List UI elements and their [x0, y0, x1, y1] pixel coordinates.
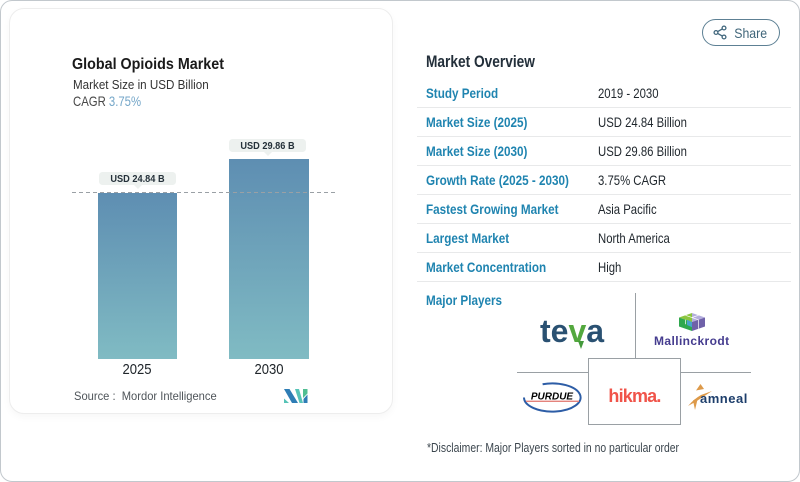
- svg-text:PURDUE: PURDUE: [531, 392, 574, 403]
